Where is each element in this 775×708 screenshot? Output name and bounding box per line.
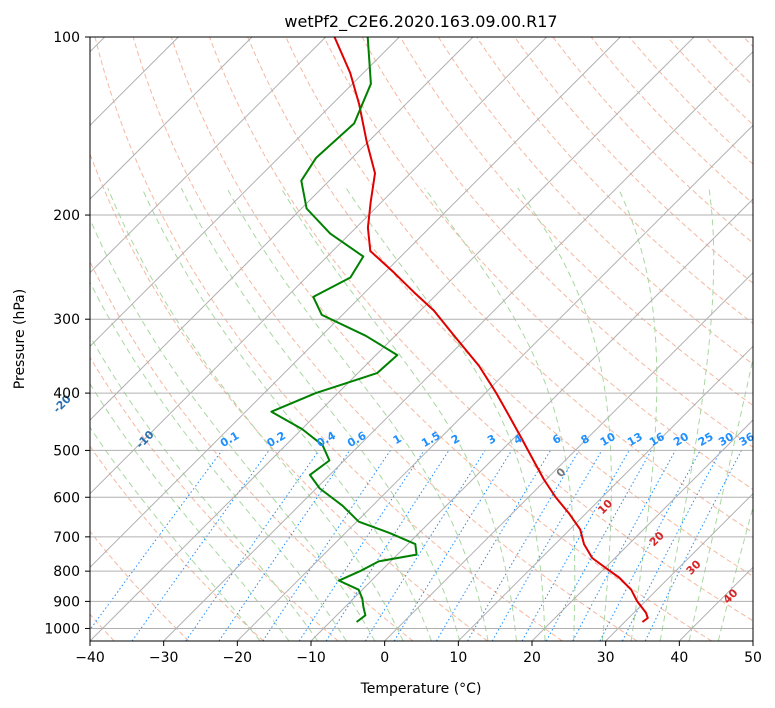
dry-adiabat-line xyxy=(209,37,753,622)
dry-adiabat-line xyxy=(476,37,753,325)
dry-adiabat-line xyxy=(132,37,638,641)
isotherm-line xyxy=(457,345,753,641)
y-tick-label: 700 xyxy=(53,530,80,546)
mixing-ratio-line xyxy=(435,450,552,641)
moist-adiabat-line xyxy=(141,187,432,641)
dry-adiabat-line xyxy=(170,37,712,641)
x-axis: −40 −30 −20 −10 0 10 20 30 40 50 xyxy=(75,641,762,666)
y-tick-label: 1000 xyxy=(44,621,80,637)
moist-adiabat-line xyxy=(280,187,517,641)
x-tick-label: −10 xyxy=(296,650,326,666)
y-tick-label: 400 xyxy=(53,386,80,402)
mixing-ratio-line xyxy=(467,450,580,641)
mixing-ratio-line xyxy=(90,450,223,631)
isotherm-line xyxy=(605,492,753,641)
x-axis-title: Temperature (°C) xyxy=(360,681,482,697)
dry-adiabat-line xyxy=(90,530,190,641)
moist-adiabat-line xyxy=(226,187,489,641)
moist-adiabat-line xyxy=(180,187,461,641)
isotherm-line xyxy=(90,37,327,274)
isotherm-line xyxy=(90,37,253,200)
moist-adiabat-line xyxy=(517,187,612,641)
dry-adiabat-line xyxy=(94,37,563,641)
isotherm-line xyxy=(531,419,753,641)
mixing-ratio-line xyxy=(521,450,630,641)
mixing-ratio-line xyxy=(364,450,486,641)
moist-adiabat-line xyxy=(90,217,376,641)
chart-title: wetPf2_C2E6.2020.163.09.00.R17 xyxy=(284,12,557,32)
dry-adiabat-line xyxy=(247,37,753,577)
mixing-ratio-line xyxy=(218,450,351,641)
mixing-ratio-line xyxy=(491,450,603,641)
y-tick-label: 100 xyxy=(53,30,80,46)
x-tick-label: 40 xyxy=(670,650,688,666)
x-tick-label: −20 xyxy=(223,650,253,666)
x-tick-label: 10 xyxy=(449,650,467,666)
y-tick-label: 500 xyxy=(53,443,80,459)
mixing-ratio-line xyxy=(393,450,513,641)
mixing-ratio-line xyxy=(131,450,270,641)
dry-adiabat-line xyxy=(323,37,753,491)
y-tick-label: 600 xyxy=(53,490,80,506)
x-tick-label: 20 xyxy=(523,650,541,666)
dry-adiabat-line xyxy=(90,260,414,641)
y-axis-title: Pressure (hPa) xyxy=(12,289,28,389)
isotherm-line xyxy=(90,37,695,641)
x-tick-label: 50 xyxy=(744,650,762,666)
y-tick-label: 300 xyxy=(53,312,80,328)
isotherm-line xyxy=(90,37,400,348)
x-tick-label: −30 xyxy=(149,650,179,666)
moist-adiabat-line xyxy=(659,187,715,641)
moist-adiabat-line xyxy=(107,187,404,641)
isotherm-line xyxy=(163,50,753,641)
y-tick-label: 800 xyxy=(53,564,80,580)
x-tick-label: −40 xyxy=(75,650,105,666)
dry-adiabat-line xyxy=(90,152,488,641)
y-axis: 100 200 300 400 500 600 700 800 900 1000 xyxy=(44,30,90,637)
isotherm-line xyxy=(310,198,753,641)
temperature-profile-line xyxy=(333,37,649,623)
plot-frame xyxy=(89,36,754,642)
y-tick-label: 900 xyxy=(53,594,80,610)
isotherm-line xyxy=(90,37,621,569)
y-tick-label: 200 xyxy=(53,208,80,224)
dry-adiabat-line xyxy=(285,37,753,534)
moist-adiabat-line xyxy=(688,356,753,641)
dry-adiabat-line xyxy=(552,37,753,244)
mixing-ratio-line xyxy=(325,450,450,641)
dry-adiabat-line xyxy=(437,37,753,365)
x-tick-label: 30 xyxy=(597,650,615,666)
dry-adiabat-line xyxy=(90,356,339,641)
mixing-ratio-line xyxy=(545,450,652,641)
isotherm-line xyxy=(236,124,753,641)
dewpoint-profile-line xyxy=(270,37,418,623)
isotherm-line xyxy=(90,37,474,421)
series-layer xyxy=(270,37,649,623)
isotherm-line xyxy=(384,271,753,641)
moist-adiabat-line xyxy=(90,281,347,641)
background-lines xyxy=(90,37,753,641)
dry-adiabat-line xyxy=(399,37,753,407)
isotherm-line xyxy=(90,37,548,495)
dry-adiabat-line xyxy=(590,37,753,205)
moist-adiabat-line xyxy=(617,187,658,641)
x-tick-label: 0 xyxy=(380,650,389,666)
mixing-ratio-line xyxy=(572,450,676,641)
